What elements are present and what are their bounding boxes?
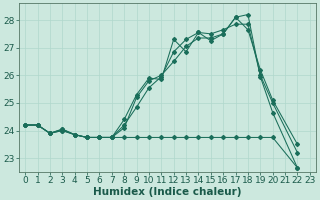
X-axis label: Humidex (Indice chaleur): Humidex (Indice chaleur) bbox=[93, 187, 242, 197]
